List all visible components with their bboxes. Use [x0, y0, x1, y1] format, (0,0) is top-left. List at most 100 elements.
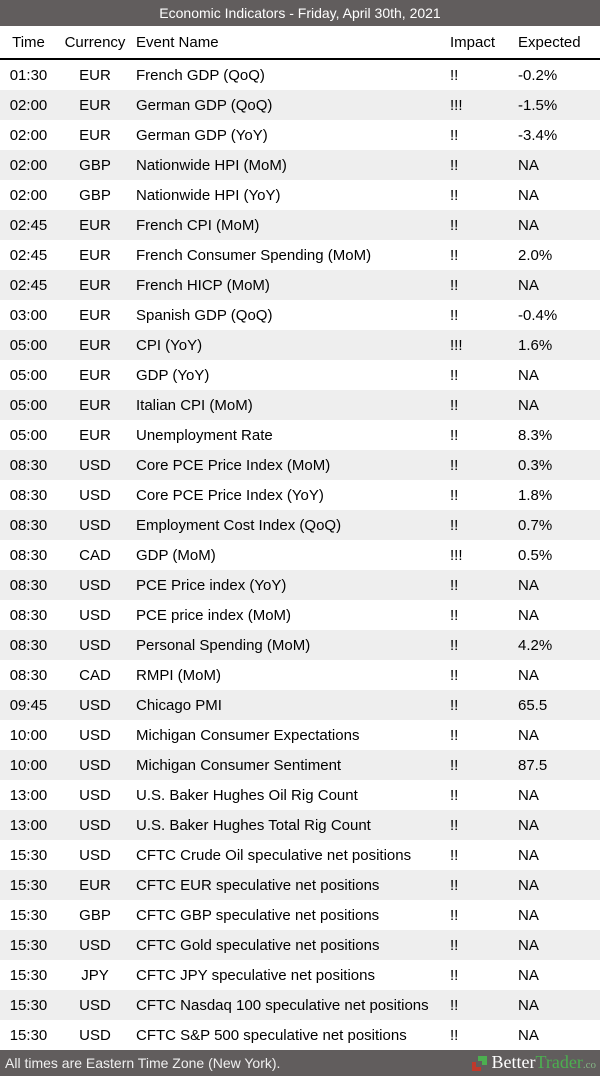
event-currency: USD	[79, 846, 111, 864]
event-impact: !!	[450, 366, 459, 384]
event-currency: EUR	[79, 426, 111, 444]
event-currency: JPY	[81, 966, 109, 984]
event-currency: EUR	[79, 96, 111, 114]
bettertrader-logo[interactable]: BetterTrader.co	[471, 1053, 600, 1074]
event-name: French HICP (MoM)	[136, 276, 270, 294]
column-header-time: Time	[0, 26, 57, 60]
event-name: U.S. Baker Hughes Total Rig Count	[136, 816, 371, 834]
event-name: CFTC S&P 500 speculative net positions	[136, 1026, 407, 1044]
brand-name-secondary: Trader	[535, 1051, 583, 1072]
event-name: CFTC Gold speculative net positions	[136, 936, 380, 954]
event-time: 05:00	[9, 426, 48, 444]
event-name: Personal Spending (MoM)	[136, 636, 311, 654]
column-header-event: Event Name	[133, 26, 448, 60]
event-currency: CAD	[79, 666, 111, 684]
event-impact: !!	[450, 996, 459, 1014]
event-impact: !!!	[450, 336, 463, 354]
event-currency: CAD	[79, 546, 111, 564]
event-time: 15:30	[9, 966, 48, 984]
event-row: 08:30 CAD GDP (MoM) !!! 0.5%	[0, 540, 600, 570]
event-row: 10:00 USD Michigan Consumer Sentiment !!…	[0, 750, 600, 780]
event-currency: GBP	[79, 156, 111, 174]
event-row: 15:30 USD CFTC S&P 500 speculative net p…	[0, 1020, 600, 1050]
event-impact: !!	[450, 246, 459, 264]
event-impact: !!	[450, 126, 459, 144]
event-currency: USD	[79, 486, 111, 504]
event-expected: NA	[518, 606, 539, 624]
event-time: 15:30	[9, 876, 48, 894]
event-time: 05:00	[9, 366, 48, 384]
event-impact: !!	[450, 396, 459, 414]
event-row: 15:30 EUR CFTC EUR speculative net posit…	[0, 870, 600, 900]
event-currency: USD	[79, 576, 111, 594]
event-currency: USD	[79, 726, 111, 744]
event-row: 05:00 EUR Italian CPI (MoM) !! NA	[0, 390, 600, 420]
event-time: 13:00	[9, 786, 48, 804]
event-expected: 87.5	[518, 756, 548, 774]
event-expected: NA	[518, 396, 539, 414]
event-row: 02:00 GBP Nationwide HPI (MoM) !! NA	[0, 150, 600, 180]
event-time: 15:30	[9, 846, 48, 864]
event-time: 08:30	[9, 546, 48, 564]
event-name: PCE Price index (YoY)	[136, 576, 287, 594]
event-currency: USD	[79, 756, 111, 774]
event-name: GDP (MoM)	[136, 546, 216, 564]
event-expected: 1.6%	[518, 336, 553, 354]
event-name: CFTC JPY speculative net positions	[136, 966, 375, 984]
event-currency: EUR	[79, 66, 111, 84]
event-name: Unemployment Rate	[136, 426, 273, 444]
event-name: CFTC Crude Oil speculative net positions	[136, 846, 412, 864]
page-title: Economic Indicators - Friday, April 30th…	[159, 5, 441, 21]
event-impact: !!	[450, 306, 459, 324]
event-time: 08:30	[9, 516, 48, 534]
event-impact: !!	[450, 606, 459, 624]
event-time: 08:30	[9, 576, 48, 594]
title-bar: Economic Indicators - Friday, April 30th…	[0, 0, 600, 26]
column-header-currency: Currency	[57, 26, 133, 60]
event-row: 13:00 USD U.S. Baker Hughes Total Rig Co…	[0, 810, 600, 840]
event-time: 02:00	[9, 126, 48, 144]
event-time: 02:45	[9, 216, 48, 234]
event-time: 13:00	[9, 816, 48, 834]
event-name: CPI (YoY)	[136, 336, 203, 354]
event-time: 02:00	[9, 186, 48, 204]
bettertrader-logo-icon	[471, 1055, 487, 1071]
event-time: 08:30	[9, 666, 48, 684]
event-expected: NA	[518, 876, 539, 894]
event-time: 02:45	[9, 276, 48, 294]
brand-name: BetterTrader.co	[492, 1053, 596, 1074]
event-time: 10:00	[9, 756, 48, 774]
event-currency: USD	[79, 816, 111, 834]
event-expected: 4.2%	[518, 636, 553, 654]
event-expected: 1.8%	[518, 486, 553, 504]
event-currency: USD	[79, 456, 111, 474]
event-row: 08:30 USD PCE price index (MoM) !! NA	[0, 600, 600, 630]
event-time: 02:00	[9, 96, 48, 114]
event-name: Core PCE Price Index (MoM)	[136, 456, 331, 474]
event-impact: !!	[450, 726, 459, 744]
event-row: 10:00 USD Michigan Consumer Expectations…	[0, 720, 600, 750]
timezone-note: All times are Eastern Time Zone (New Yor…	[5, 1055, 281, 1071]
brand-tld: .co	[582, 1058, 596, 1071]
event-impact: !!	[450, 876, 459, 894]
event-currency: USD	[79, 636, 111, 654]
event-expected: NA	[518, 366, 539, 384]
event-row: 05:00 EUR GDP (YoY) !! NA	[0, 360, 600, 390]
event-row: 08:30 USD PCE Price index (YoY) !! NA	[0, 570, 600, 600]
event-currency: EUR	[79, 216, 111, 234]
event-name: CFTC GBP speculative net positions	[136, 906, 380, 924]
event-impact: !!	[450, 786, 459, 804]
event-impact: !!	[450, 696, 459, 714]
economic-indicators-table: Time Currency Event Name Impact Expected…	[0, 26, 600, 1050]
event-expected: -0.2%	[518, 66, 558, 84]
event-currency: USD	[79, 996, 111, 1014]
event-time: 10:00	[9, 726, 48, 744]
event-expected: NA	[518, 786, 539, 804]
event-row: 08:30 CAD RMPI (MoM) !! NA	[0, 660, 600, 690]
event-impact: !!	[450, 426, 459, 444]
event-time: 15:30	[9, 996, 48, 1014]
event-impact: !!	[450, 756, 459, 774]
event-expected: NA	[518, 156, 539, 174]
event-name: PCE price index (MoM)	[136, 606, 292, 624]
event-row: 13:00 USD U.S. Baker Hughes Oil Rig Coun…	[0, 780, 600, 810]
